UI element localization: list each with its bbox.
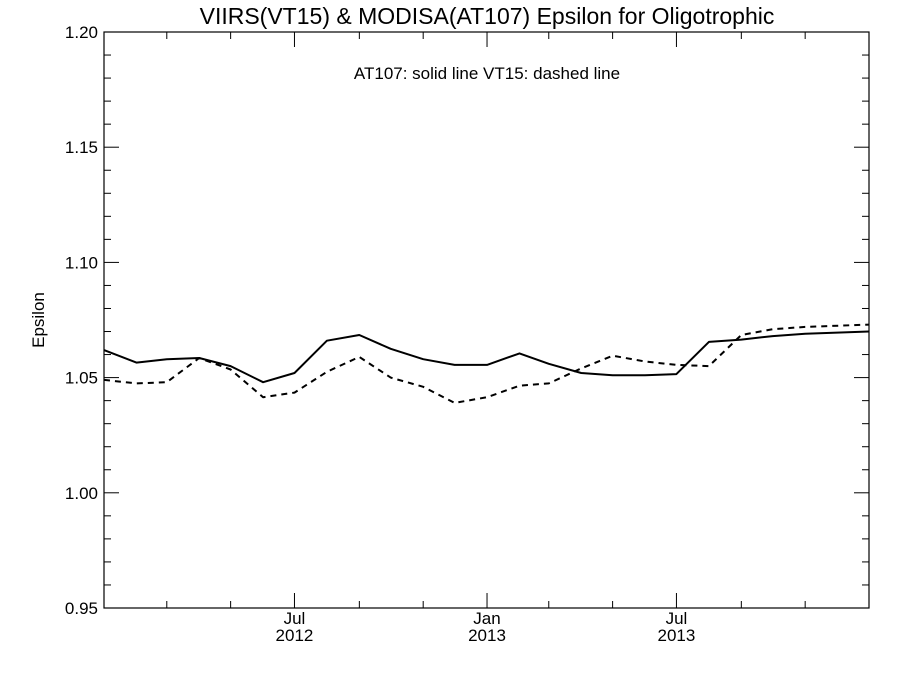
series-layer [104,323,869,404]
y-tick-label: 1.00 [65,484,98,503]
series-line-at107 [104,330,869,384]
y-axis-label: Epsilon [29,292,48,348]
plot-frame [103,31,870,609]
y-tick-label: 1.10 [65,253,98,272]
line-style-annotation: AT107: solid line VT15: dashed line [354,64,620,83]
x-tick-month-label: Jan [473,609,500,628]
y-tick-label: 1.05 [65,369,98,388]
y-tick-label: 1.20 [65,23,98,42]
x-tick-year-label: 2013 [468,626,506,645]
x-tick-month-label: Jul [284,609,306,628]
axis-ticks [104,31,869,609]
y-tick-label: 0.95 [65,599,98,618]
x-tick-year-label: 2012 [276,626,314,645]
tick-labels: 0.951.001.051.101.151.20Jul2012Jan2013Ju… [65,23,695,645]
x-tick-year-label: 2013 [658,626,696,645]
chart-title: VIIRS(VT15) & MODISA(AT107) Epsilon for … [200,3,775,29]
series-line-vt15 [104,323,869,404]
x-tick-month-label: Jul [666,609,688,628]
y-tick-label: 1.15 [65,138,98,157]
